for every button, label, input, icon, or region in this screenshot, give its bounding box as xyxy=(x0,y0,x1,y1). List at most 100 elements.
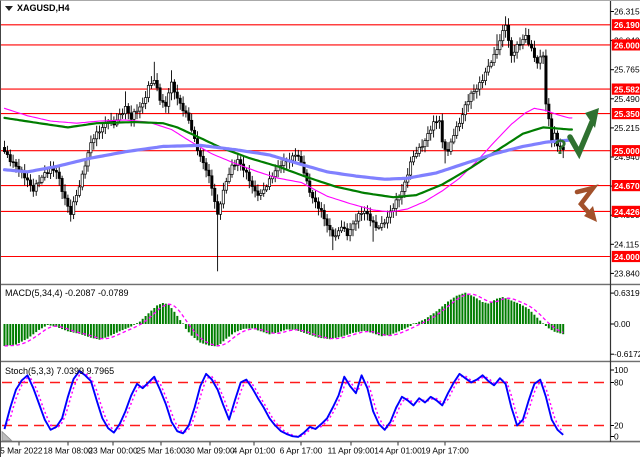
price-level-label: 24.000 xyxy=(614,252,640,262)
question-mark-label: ? xyxy=(554,136,567,159)
candle-bearish xyxy=(69,205,73,215)
time-axis-label: 15 Mar 2022 xyxy=(1,446,43,456)
candle-bullish xyxy=(489,62,493,67)
price-level-label-bg[interactable] xyxy=(611,19,640,31)
candle-bullish xyxy=(273,170,277,177)
candle-bearish xyxy=(213,187,217,202)
candle-bearish xyxy=(518,44,522,46)
candle-bearish xyxy=(210,175,214,189)
candle-bearish xyxy=(325,218,329,226)
candle-bullish xyxy=(538,56,542,64)
candle-bearish xyxy=(60,178,64,192)
candle-bearish xyxy=(233,164,237,167)
candle-bearish xyxy=(250,180,254,187)
candle-bearish xyxy=(535,57,539,64)
candle-bullish xyxy=(524,35,528,40)
pane-resize-grip[interactable] xyxy=(1,430,13,441)
up-arrowhead-icon xyxy=(585,108,599,128)
candle-bullish xyxy=(475,88,479,92)
candle-bearish xyxy=(314,197,318,203)
candle-bearish xyxy=(532,47,536,58)
candle-bullish xyxy=(512,51,516,56)
price-axis-tick: 26.315 xyxy=(614,7,640,17)
candle-bullish xyxy=(83,165,87,175)
candle-bullish xyxy=(466,101,470,106)
stoch-axis-tick: 20 xyxy=(614,421,624,431)
candle-bullish xyxy=(43,172,47,178)
candle-bearish xyxy=(204,162,208,171)
candle-bullish xyxy=(388,210,392,218)
symbol-title[interactable]: XAGUSD,H4 xyxy=(5,3,70,13)
price-level-label: 26.190 xyxy=(614,20,640,30)
macd-signal-line[interactable] xyxy=(4,293,564,347)
candle-bearish xyxy=(331,229,335,237)
stoch-axis-tick: 100 xyxy=(614,365,628,375)
price-level-label-bg[interactable] xyxy=(611,108,640,120)
candle-bearish xyxy=(158,87,162,101)
candle-bullish xyxy=(40,176,44,183)
candle-bullish xyxy=(429,129,433,134)
stoch-d-line[interactable] xyxy=(3,372,564,438)
candle-bullish xyxy=(437,120,441,123)
candle-bullish xyxy=(492,53,496,63)
candle-bearish xyxy=(328,225,332,231)
candle-bearish xyxy=(345,228,349,237)
time-axis-label: 11 Apr 09:00 xyxy=(328,446,375,456)
candle-bullish xyxy=(409,161,413,176)
price-level-label-bg[interactable] xyxy=(611,39,640,51)
candle-bearish xyxy=(371,220,375,223)
macd-indicator-label: MACD(5,34,4) -0.2087 -0.0789 xyxy=(5,288,129,298)
candle-bearish xyxy=(26,177,30,181)
candle-bullish xyxy=(486,65,490,73)
candle-bullish xyxy=(411,156,415,163)
candle-bearish xyxy=(181,102,185,112)
candle-bullish xyxy=(394,199,398,209)
price-level-label-bg[interactable] xyxy=(611,145,640,157)
stoch-k-line[interactable] xyxy=(3,370,564,438)
bullish-scenario-arrow[interactable]: ? xyxy=(554,108,599,160)
ma-slow-blue[interactable] xyxy=(2,138,574,181)
candle-bearish xyxy=(550,118,554,141)
candle-bearish xyxy=(507,24,511,41)
candle-bearish xyxy=(54,170,58,173)
candle-bearish xyxy=(435,121,439,124)
candle-bearish xyxy=(509,40,513,56)
price-level-label: 25.000 xyxy=(614,146,640,156)
candle-bearish xyxy=(66,197,70,207)
candle-bullish xyxy=(95,131,99,140)
candle-bearish xyxy=(319,208,323,211)
candle-bearish xyxy=(527,35,531,45)
candle-bullish xyxy=(455,126,459,136)
candle-bullish xyxy=(541,55,545,58)
candle-bullish xyxy=(291,155,295,161)
stoch-axis-tick: 0 xyxy=(614,432,619,442)
candle-bearish xyxy=(201,155,205,164)
price-level-label: 26.000 xyxy=(614,40,640,50)
price-level-label-bg[interactable] xyxy=(611,250,640,263)
price-level-label-bg[interactable] xyxy=(611,180,640,192)
ma-mid-green[interactable] xyxy=(3,116,574,199)
price-level-label-bg[interactable] xyxy=(611,205,640,217)
time-axis-label: 6 Apr 17:00 xyxy=(280,446,323,456)
time-axis-label: 4 Apr 01:00 xyxy=(233,446,276,456)
price-axis[interactable]: 26.31526.04025.76525.49025.21524.94024.6… xyxy=(610,7,640,442)
candle-bullish xyxy=(227,173,231,182)
candle-bullish xyxy=(354,220,358,225)
candle-bullish xyxy=(452,135,456,143)
candle-bearish xyxy=(175,91,179,99)
collapse-triangle-icon[interactable] xyxy=(5,5,13,11)
price-level-label: 24.426 xyxy=(614,207,640,217)
candle-bullish xyxy=(515,44,519,53)
candle-bullish xyxy=(89,142,93,154)
price-axis-tick: 24.115 xyxy=(614,239,639,249)
price-level-label-bg[interactable] xyxy=(611,83,640,95)
bearish-scenario-arrow[interactable] xyxy=(574,184,599,222)
candle-bearish xyxy=(164,101,168,107)
candle-bearish xyxy=(178,97,182,104)
time-axis-label: 30 Mar 09:00 xyxy=(185,446,235,456)
candle-bearish xyxy=(198,150,202,157)
candle-bearish xyxy=(558,145,562,148)
symbol-title-label: XAGUSD,H4 xyxy=(17,3,70,13)
